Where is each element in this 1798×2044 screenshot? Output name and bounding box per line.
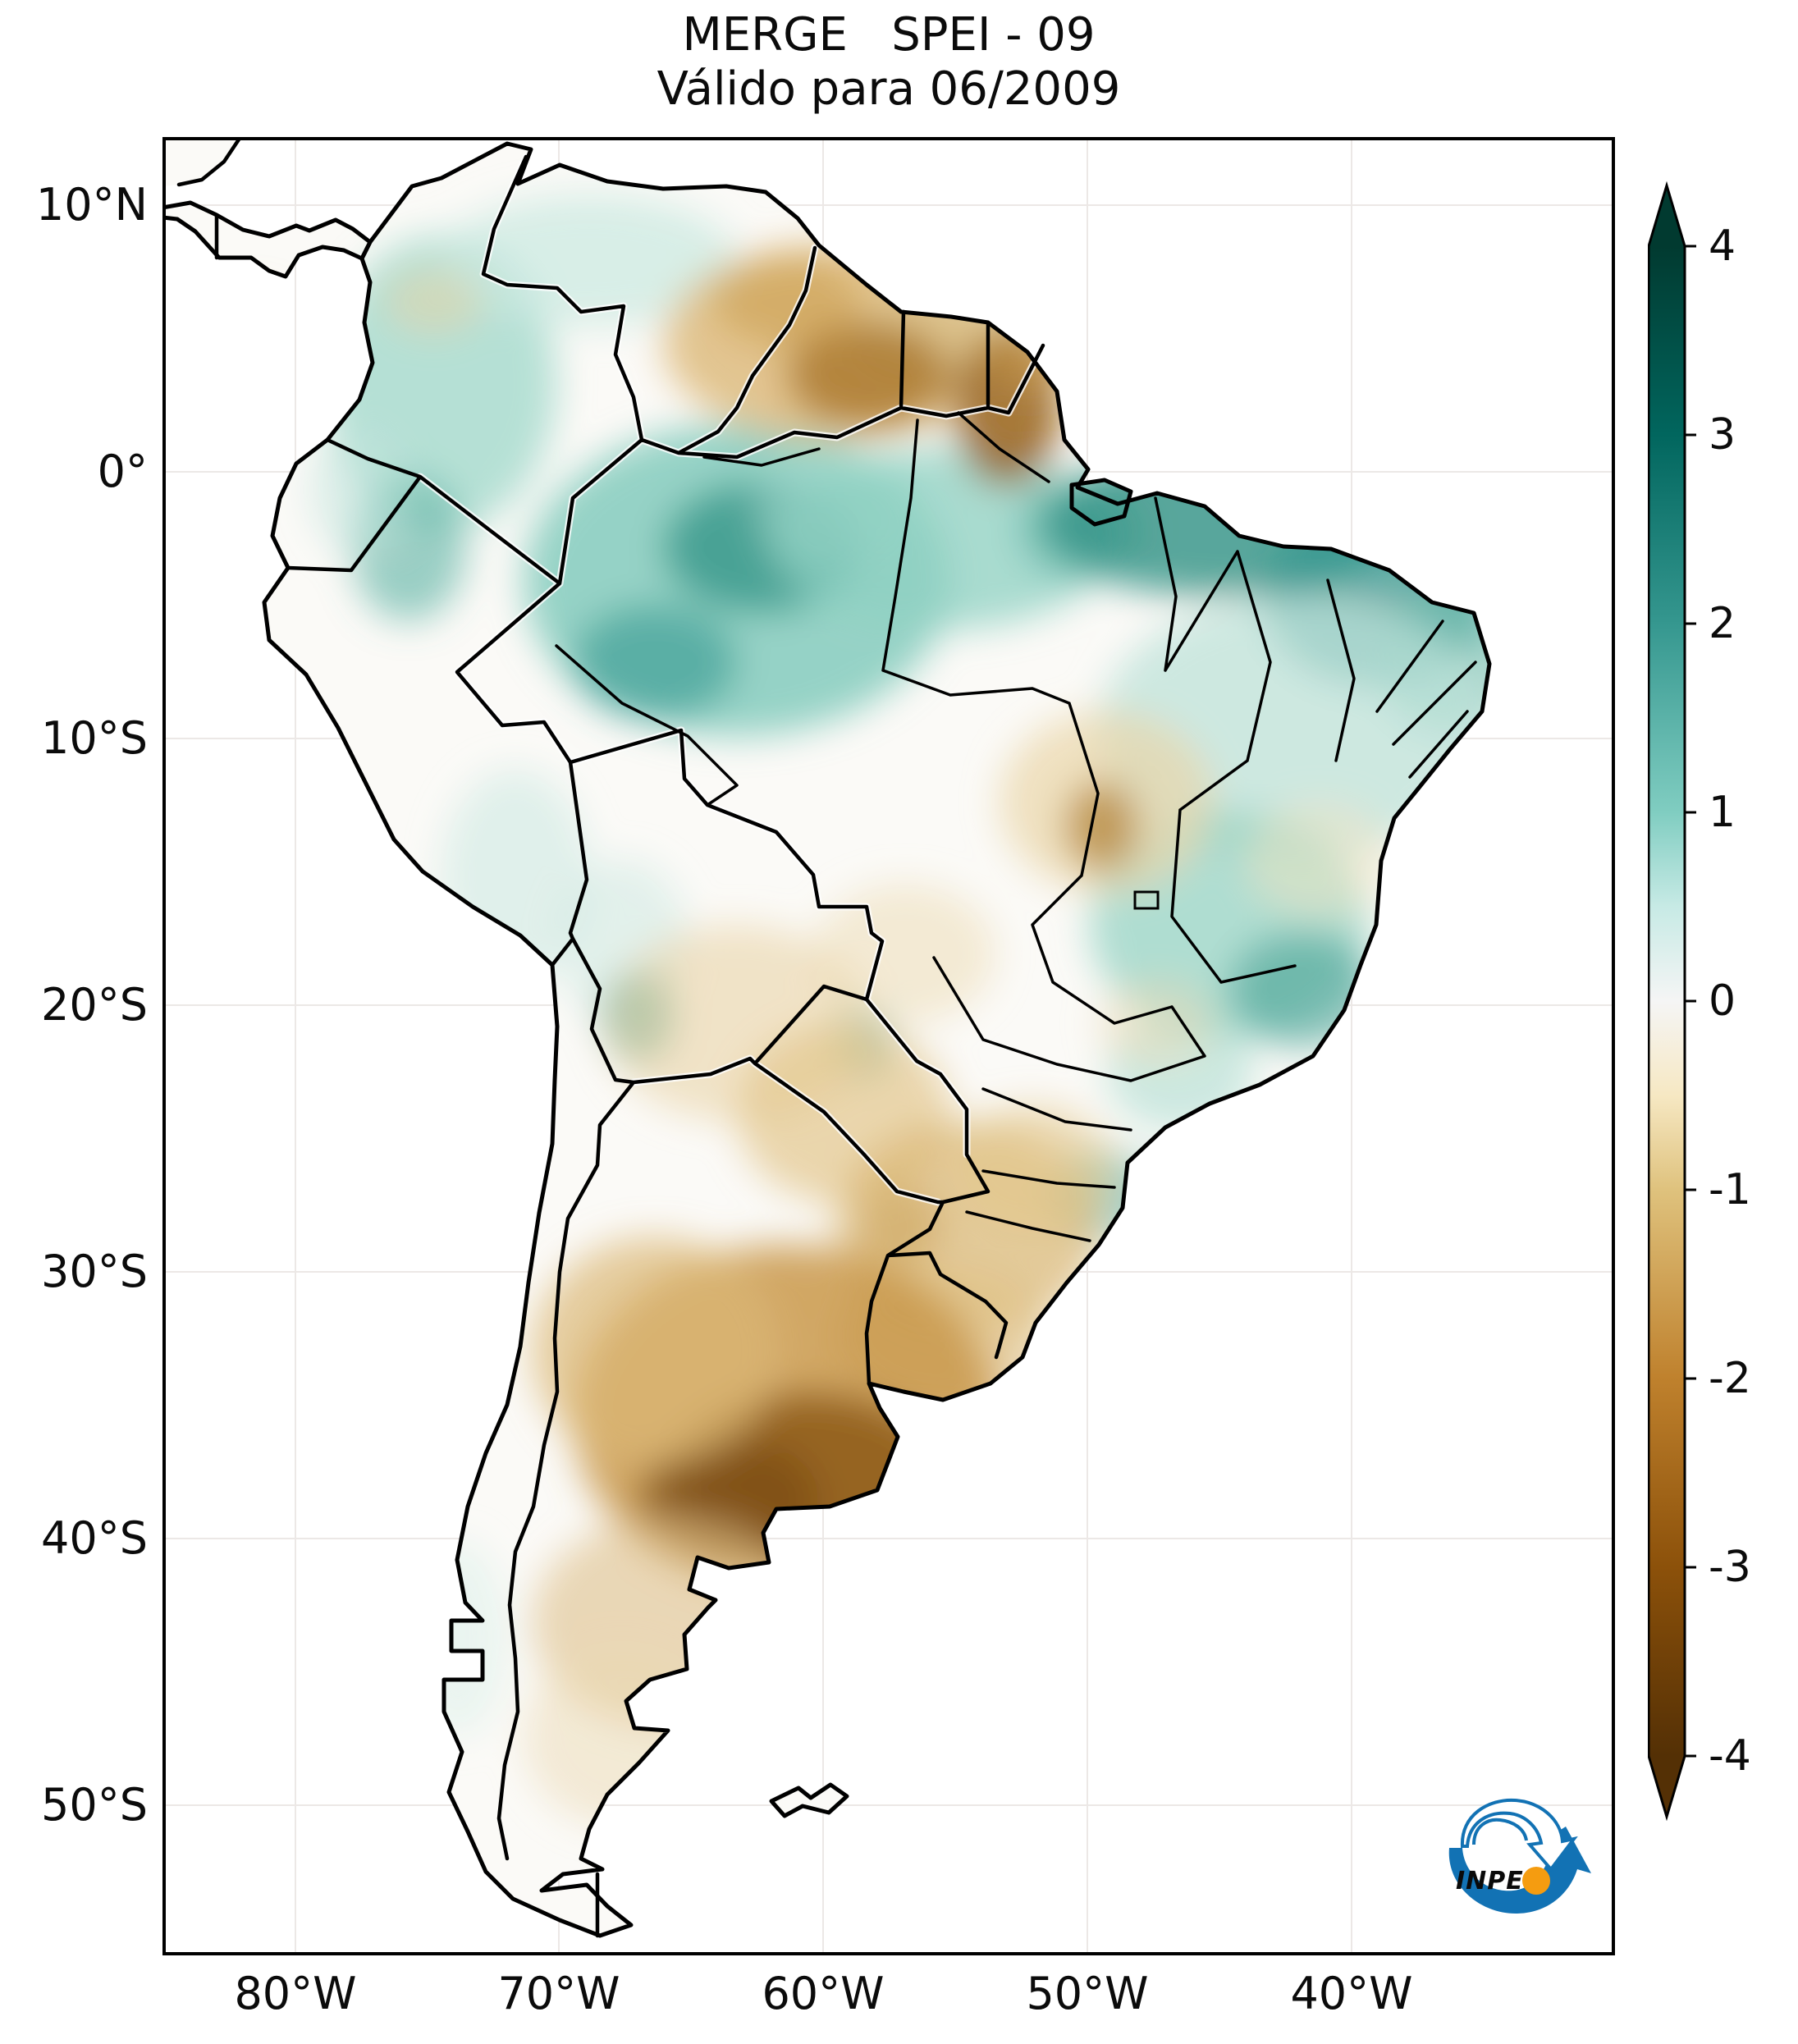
lon-tick-50w: 50°W xyxy=(1026,1968,1149,2019)
inner-spiral-arc-icon xyxy=(1472,1818,1528,1845)
lat-tick-50s: 50°S xyxy=(41,1779,148,1831)
lon-tick-60w: 60°W xyxy=(762,1968,885,2019)
map-canvas: INPE xyxy=(162,137,1615,1955)
country-borders xyxy=(176,137,1045,1938)
lat-tick-0: 0° xyxy=(97,446,148,497)
distrito-federal-outline xyxy=(1133,890,1160,910)
map-frame xyxy=(162,137,1615,1955)
lat-tick-20s: 20°S xyxy=(41,979,148,1031)
lat-tick-10n: 10°N xyxy=(35,179,148,231)
state-borders xyxy=(555,411,1477,1242)
inpe-logo-text: INPE xyxy=(1456,1867,1524,1895)
orange-sun-icon xyxy=(1522,1867,1550,1895)
map-subtitle: Válido para 06/2009 xyxy=(657,62,1121,116)
lon-tick-70w: 70°W xyxy=(497,1968,620,2019)
colorbar-extend-max-arrow xyxy=(1649,185,1685,246)
colorbar-extend-min-arrow xyxy=(1649,1756,1685,1817)
lon-tick-40w: 40°W xyxy=(1290,1968,1413,2019)
marajo-island-outline xyxy=(1069,478,1133,527)
colorbar-tick-0: 0 xyxy=(1709,976,1736,1026)
colorbar-tick-2: 2 xyxy=(1709,599,1736,648)
colorbar-tick-4: 4 xyxy=(1709,222,1736,271)
lat-tick-40s: 40°S xyxy=(41,1512,148,1564)
coastline xyxy=(162,141,1492,1938)
spiral-arrow-icon xyxy=(1460,1798,1578,1873)
title-block: MERGE SPEI - 09 Válido para 06/2009 xyxy=(162,8,1615,117)
lon-tick-80w: 80°W xyxy=(234,1968,357,2019)
colorbar-tick-m4: -4 xyxy=(1709,1731,1751,1781)
lat-tick-10s: 10°S xyxy=(41,712,148,764)
colorbar-tick-m2: -2 xyxy=(1709,1354,1751,1403)
map-title: MERGE SPEI - 09 xyxy=(682,8,1096,62)
colorbar xyxy=(1648,181,1696,1822)
colorbar-tick-1: 1 xyxy=(1709,788,1736,837)
lat-tick-30s: 30°S xyxy=(41,1246,148,1297)
colorbar-tick-m3: -3 xyxy=(1709,1543,1751,1592)
colorbar-ticks xyxy=(1685,245,1696,1758)
colorbar-tick-3: 3 xyxy=(1709,410,1736,460)
colorbar-tick-m1: -1 xyxy=(1709,1165,1751,1214)
falkland-islands-outline xyxy=(769,1782,849,1818)
colorbar-gradient xyxy=(1649,246,1685,1756)
inpe-logo: INPE xyxy=(1448,1798,1591,1914)
